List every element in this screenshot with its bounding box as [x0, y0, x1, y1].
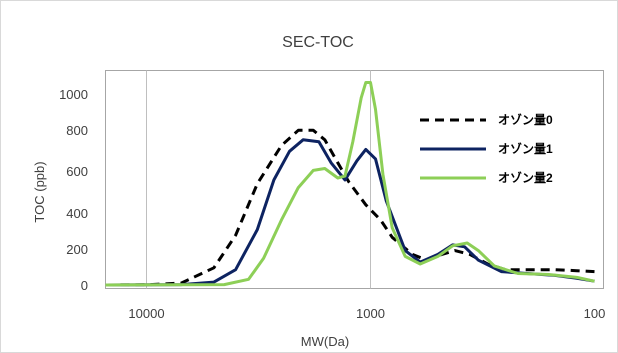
legend-label-3: オゾン量2 — [498, 170, 553, 185]
series-lines — [105, 81, 595, 287]
x-tick-label-0: 10000 — [128, 306, 164, 321]
x-tick-label-2: 100 — [584, 306, 606, 321]
legend-box — [411, 92, 599, 194]
y-tick-label-5: 1000 — [59, 87, 88, 102]
y-axis-label: TOC (ppb) — [32, 161, 47, 222]
series-line-2 — [105, 138, 595, 287]
y-tick-label-1: 200 — [66, 242, 88, 257]
y-tick-label-0: 0 — [81, 278, 88, 293]
y-tick-label-4: 800 — [66, 123, 88, 138]
chart-title: SEC-TOC — [282, 34, 354, 51]
grid-lines — [146, 70, 371, 289]
y-tick-label-3: 600 — [66, 164, 88, 179]
y-axis-ticks: 0 200 400 600 800 1000 — [59, 87, 88, 293]
legend: オゾン量0 オゾン量1 オゾン量2 — [411, 92, 599, 194]
x-tick-label-1: 1000 — [356, 306, 385, 321]
y-tick-label-2: 400 — [66, 206, 88, 221]
legend-label-1: オゾン量0 — [498, 112, 553, 127]
x-axis-ticks: 10000 1000 100 — [128, 306, 605, 321]
legend-label-2: オゾン量1 — [498, 141, 553, 156]
x-axis-label: MW(Da) — [301, 334, 349, 349]
series-line-3 — [105, 81, 595, 287]
